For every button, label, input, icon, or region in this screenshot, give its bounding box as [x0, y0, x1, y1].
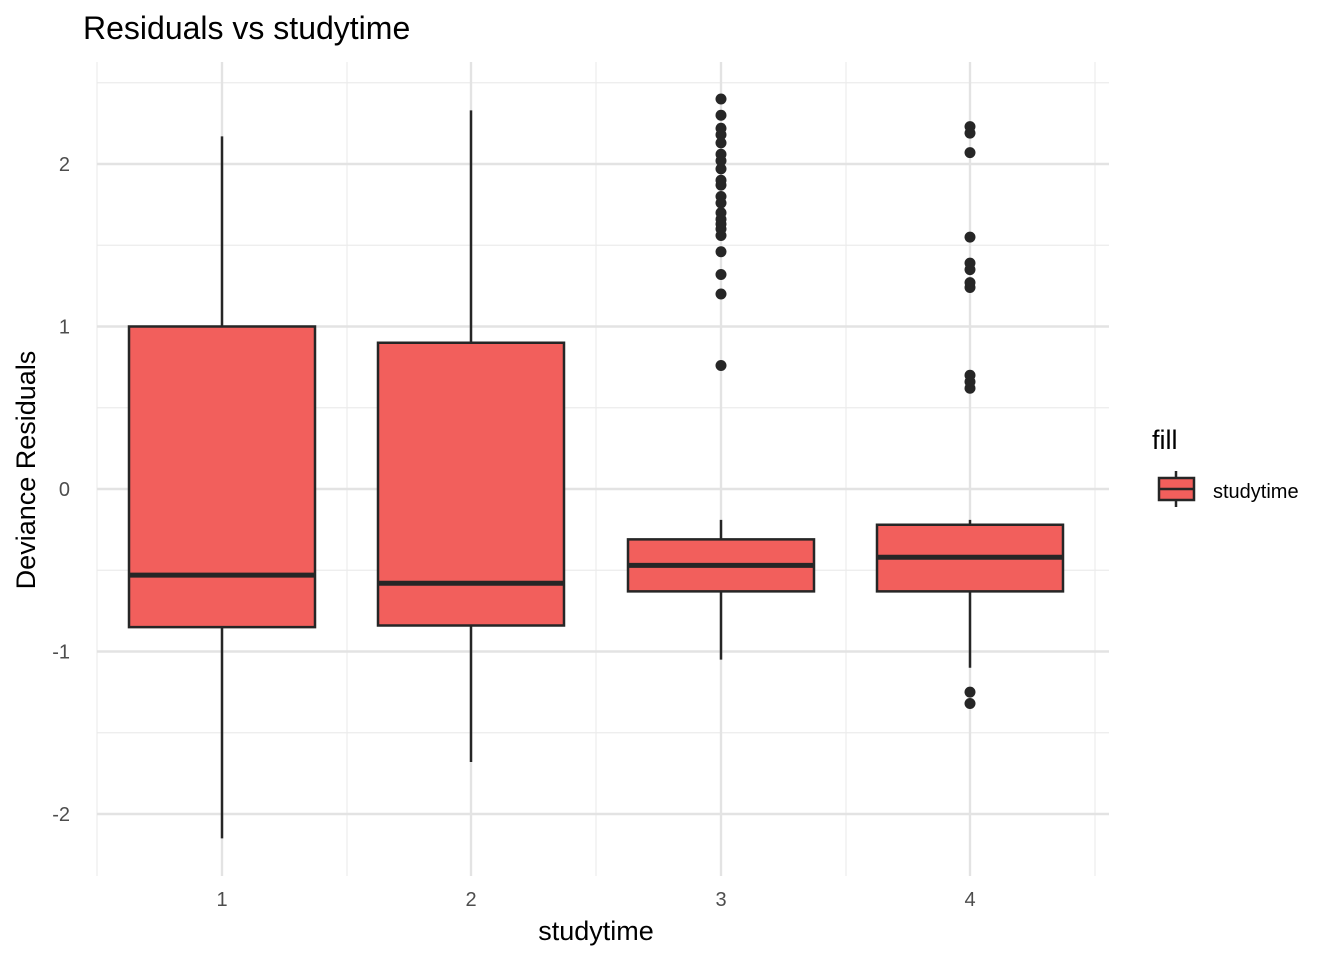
- x-tick-label: 3: [715, 889, 726, 911]
- outlier-point: [964, 698, 976, 709]
- chart-title: Residuals vs studytime: [83, 10, 410, 46]
- outlier-point: [964, 257, 976, 269]
- y-tick-label: 1: [59, 317, 70, 339]
- outlier-point: [964, 369, 976, 381]
- outlier-point: [715, 122, 727, 134]
- y-tick-label: -2: [52, 804, 70, 826]
- x-tick-label: 2: [465, 889, 476, 911]
- box-rect: [376, 341, 566, 627]
- outlier-point: [715, 360, 727, 371]
- y-axis-title: Deviance Residuals: [11, 351, 41, 590]
- y-tick-label: 0: [59, 479, 70, 501]
- box-3: [626, 93, 816, 660]
- outlier-point: [715, 163, 727, 175]
- outlier-point: [964, 277, 976, 289]
- outlier-point: [715, 137, 727, 149]
- box-4: [875, 121, 1065, 709]
- outlier-point: [964, 121, 976, 133]
- y-tick-label: -1: [52, 642, 70, 664]
- outlier-point: [715, 148, 727, 160]
- x-tick-label: 1: [216, 889, 227, 911]
- legend-key: [1157, 471, 1196, 507]
- outlier-point: [715, 207, 727, 219]
- outlier-point: [715, 246, 727, 258]
- box-layer: [127, 93, 1065, 839]
- x-axis-title: studytime: [538, 916, 654, 946]
- legend-label: studytime: [1213, 481, 1299, 503]
- box-2: [376, 110, 566, 762]
- outlier-point: [964, 686, 976, 698]
- outlier-point: [715, 109, 727, 121]
- legend-title: fill: [1152, 425, 1178, 455]
- outlier-point: [715, 174, 727, 186]
- legend: fill studytime: [1152, 425, 1299, 507]
- outlier-point: [964, 231, 976, 243]
- y-tick-label: 2: [59, 154, 70, 176]
- outlier-point: [715, 191, 727, 202]
- outlier-point: [964, 147, 976, 159]
- box-1: [127, 136, 317, 839]
- outlier-point: [715, 269, 727, 280]
- x-tick-label: 4: [964, 889, 975, 911]
- box-rect: [127, 325, 317, 629]
- outlier-point: [715, 93, 727, 105]
- outlier-point: [715, 288, 727, 300]
- tick-layer: -2 -1 0 1 2 1 2 3 4: [52, 154, 975, 911]
